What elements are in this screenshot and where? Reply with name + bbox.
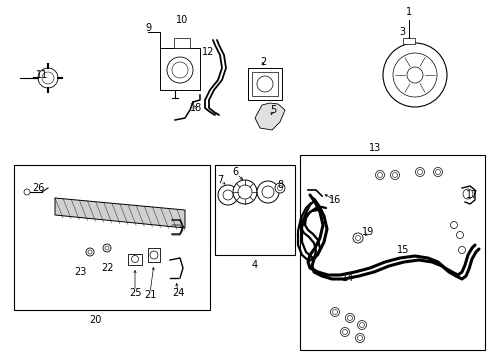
Text: 10: 10 <box>176 15 188 25</box>
Circle shape <box>218 185 238 205</box>
Text: 24: 24 <box>171 288 184 298</box>
Circle shape <box>103 244 111 252</box>
Bar <box>299 155 484 350</box>
Text: 21: 21 <box>143 290 156 300</box>
Circle shape <box>167 57 193 83</box>
Circle shape <box>262 186 273 198</box>
Bar <box>14 165 209 310</box>
Circle shape <box>42 72 54 84</box>
Bar <box>174 38 190 48</box>
Circle shape <box>150 251 158 259</box>
Circle shape <box>415 167 424 176</box>
Text: 1: 1 <box>405 7 411 17</box>
Circle shape <box>238 185 251 199</box>
Circle shape <box>377 172 382 177</box>
Text: 16: 16 <box>328 195 341 205</box>
Bar <box>247 68 282 100</box>
Text: 6: 6 <box>231 167 238 177</box>
Circle shape <box>172 62 187 78</box>
Circle shape <box>392 53 436 97</box>
Circle shape <box>223 190 232 200</box>
Circle shape <box>406 67 422 83</box>
Circle shape <box>257 181 279 203</box>
Circle shape <box>359 323 364 328</box>
Circle shape <box>417 170 422 175</box>
Circle shape <box>355 333 364 342</box>
Text: 18: 18 <box>189 103 202 113</box>
Text: 22: 22 <box>101 263 113 273</box>
Bar <box>148 248 160 262</box>
Circle shape <box>392 172 397 177</box>
Circle shape <box>340 328 349 337</box>
Circle shape <box>357 336 362 341</box>
Circle shape <box>88 250 92 254</box>
Circle shape <box>352 233 362 243</box>
Circle shape <box>86 248 94 256</box>
Text: 15: 15 <box>396 245 408 255</box>
Circle shape <box>274 183 285 193</box>
Circle shape <box>390 171 399 180</box>
Circle shape <box>232 180 257 204</box>
Circle shape <box>330 307 339 316</box>
Text: 19: 19 <box>361 227 373 237</box>
Circle shape <box>345 314 354 323</box>
Circle shape <box>342 329 347 334</box>
Circle shape <box>332 310 337 315</box>
Bar <box>160 48 200 90</box>
Text: 4: 4 <box>251 260 258 270</box>
Text: 12: 12 <box>202 47 214 57</box>
Circle shape <box>131 256 138 262</box>
Text: 7: 7 <box>217 175 223 185</box>
Circle shape <box>462 189 472 199</box>
Circle shape <box>382 43 446 107</box>
Text: 26: 26 <box>32 183 44 193</box>
Circle shape <box>105 246 109 250</box>
Text: 8: 8 <box>276 180 283 190</box>
Text: 11: 11 <box>36 70 48 80</box>
Circle shape <box>355 235 360 240</box>
Bar <box>251 72 278 96</box>
Text: 3: 3 <box>398 27 404 37</box>
Circle shape <box>456 231 463 239</box>
Polygon shape <box>55 198 184 228</box>
Circle shape <box>357 320 366 329</box>
Text: 2: 2 <box>259 57 265 67</box>
Circle shape <box>347 315 352 320</box>
Text: 13: 13 <box>368 143 380 153</box>
Circle shape <box>257 76 272 92</box>
Circle shape <box>433 167 442 176</box>
Bar <box>402 38 414 44</box>
Text: 23: 23 <box>74 267 86 277</box>
Text: 9: 9 <box>144 23 151 33</box>
Circle shape <box>277 185 282 190</box>
Polygon shape <box>254 103 285 130</box>
Circle shape <box>449 221 457 229</box>
Circle shape <box>458 247 465 253</box>
Text: 25: 25 <box>128 288 141 298</box>
Circle shape <box>38 68 58 88</box>
Bar <box>128 254 142 265</box>
Text: 17: 17 <box>465 190 477 200</box>
Text: 14: 14 <box>341 273 353 283</box>
Text: 20: 20 <box>89 315 101 325</box>
Circle shape <box>24 189 30 195</box>
Text: 5: 5 <box>269 105 276 115</box>
Circle shape <box>375 171 384 180</box>
Circle shape <box>435 170 440 175</box>
Bar <box>215 165 294 255</box>
